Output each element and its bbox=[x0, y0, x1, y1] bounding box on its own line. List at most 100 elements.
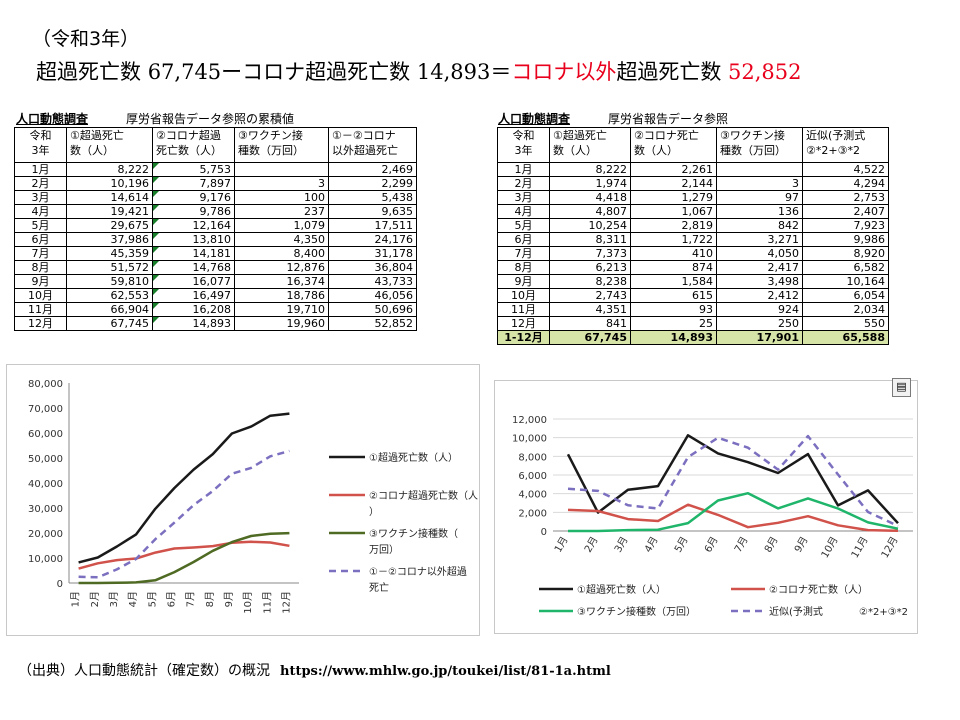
left-chart-ytick-label: 60,000 bbox=[28, 429, 63, 440]
right-table-cell: 841 bbox=[549, 316, 631, 331]
left-table-row: 11月 66,904 16,208 19,710 50,696 bbox=[14, 302, 417, 317]
left-table-cell: 8月 bbox=[14, 260, 67, 275]
right-table-row: 12月 841 25 250 550 bbox=[497, 316, 889, 331]
source-footer: （出典）人口動態統計（確定数）の概況 https://www.mhlw.go.jp… bbox=[18, 660, 611, 680]
left-table-row: 12月 67,745 14,893 19,960 52,852 bbox=[14, 316, 417, 331]
left-chart-ytick-label: 10,000 bbox=[28, 554, 63, 565]
left-chart-xtick-label: 5月 bbox=[146, 591, 158, 607]
source-url[interactable]: https://www.mhlw.go.jp/toukei/list/81-1a… bbox=[280, 664, 611, 679]
right-table-total-cell: 1-12月 bbox=[497, 330, 550, 345]
right-table-header-3: ③ワクチン接 種数（万回） bbox=[716, 127, 803, 163]
left-table-cell: 14,614 bbox=[66, 190, 153, 205]
left-table-cell: 16,208 bbox=[152, 302, 235, 317]
right-table-header-line: ②コロナ死亡 bbox=[634, 129, 699, 142]
left-chart-ytick-label: 50,000 bbox=[28, 454, 63, 465]
left-table-row: 8月 51,572 14,768 12,876 36,804 bbox=[14, 260, 417, 275]
left-table-cell: 2,299 bbox=[328, 176, 417, 191]
left-table-cell: 5,438 bbox=[328, 190, 417, 205]
left-table-cell: 10,196 bbox=[66, 176, 153, 191]
left-table-header-line: ②コロナ超過 bbox=[156, 129, 221, 142]
right-table-header-line: 種数（万回） bbox=[720, 144, 786, 157]
left-table-cell: 51,572 bbox=[66, 260, 153, 275]
right-table-cell: 2,144 bbox=[630, 176, 717, 191]
left-chart-legend-label: ） bbox=[369, 506, 379, 518]
left-table-cell: 19,710 bbox=[234, 302, 329, 317]
left-table-cell: 6月 bbox=[14, 232, 67, 247]
right-chart-ytick-label: 2,000 bbox=[518, 508, 547, 519]
left-chart-xtick-label: 1月 bbox=[70, 591, 82, 607]
right-table-row: 6月 8,311 1,722 3,271 9,986 bbox=[497, 232, 889, 247]
right-table-cell: 2,412 bbox=[716, 288, 803, 303]
right-table-cell: 7,373 bbox=[549, 246, 631, 261]
left-chart-legend-label: 万回） bbox=[369, 544, 399, 556]
left-table-cell: 4,350 bbox=[234, 232, 329, 247]
right-table-header-4: 近似(予測式 ②*2+③*2 bbox=[802, 127, 889, 163]
paste-options-icon[interactable]: ▤ bbox=[892, 378, 911, 397]
right-table-cell: 6,582 bbox=[802, 260, 889, 275]
right-table-cell: 3,498 bbox=[716, 274, 803, 289]
right-chart-series-line-1 bbox=[566, 434, 899, 525]
right-table-cell: 550 bbox=[802, 316, 889, 331]
right-table-total-cell: 65,588 bbox=[802, 330, 889, 345]
right-chart-xtick-label: 7月 bbox=[732, 535, 751, 555]
left-table-cell: 46,056 bbox=[328, 288, 417, 303]
left-table-header-2: ②コロナ超過 死亡数（人） bbox=[152, 127, 235, 163]
left-chart-legend-label: ②コロナ超過死亡数（人 bbox=[369, 489, 478, 502]
left-table-cell: 100 bbox=[234, 190, 329, 205]
headline-part1: 超過死亡数 bbox=[36, 60, 148, 84]
right-table-row: 1月 8,222 2,261 4,522 bbox=[497, 162, 889, 177]
left-data-table: 令和 3年 ①超過死亡 数（人） ②コロナ超過 死亡数（人） ③ワクチン接 種数（万回） ①－②… bbox=[14, 127, 417, 331]
left-table-cell: 14,181 bbox=[152, 246, 235, 261]
right-table-cell: 4,351 bbox=[549, 302, 631, 317]
left-table-cell: 37,986 bbox=[66, 232, 153, 247]
left-table-row: 2月 10,196 7,897 3 2,299 bbox=[14, 176, 417, 191]
left-table-cell: 36,804 bbox=[328, 260, 417, 275]
left-chart-legend-label: ①－②コロナ以外超過 bbox=[369, 565, 467, 578]
left-table-header-line: 令和 bbox=[29, 129, 52, 142]
right-chart-series-line-4 bbox=[567, 434, 899, 528]
right-table-cell: 11月 bbox=[497, 302, 550, 317]
left-table-cell: 7月 bbox=[14, 246, 67, 261]
right-table-cell: 3,271 bbox=[716, 232, 803, 247]
right-table-cell: 4月 bbox=[497, 204, 550, 219]
left-table-cell: 9,635 bbox=[328, 204, 417, 219]
right-table-cell: 5月 bbox=[497, 218, 550, 233]
left-table-cell: 2月 bbox=[14, 176, 67, 191]
right-chart-xtick-label: 11月 bbox=[849, 535, 871, 561]
left-table-row: 6月 37,986 13,810 4,350 24,176 bbox=[14, 232, 417, 247]
right-table-cell: 6,054 bbox=[802, 288, 889, 303]
right-table-header-1: ①超過死亡 数（人） bbox=[549, 127, 631, 163]
left-chart-xtick-label: 4月 bbox=[127, 591, 139, 607]
right-table-cell bbox=[716, 162, 803, 177]
left-table-cell: 11月 bbox=[14, 302, 67, 317]
right-table-header-line: ②*2+③*2 bbox=[806, 144, 860, 157]
year-label: （令和3年） bbox=[32, 28, 140, 50]
left-chart-ytick-label: 80,000 bbox=[28, 379, 63, 390]
right-chart-xtick-label: 6月 bbox=[702, 535, 721, 555]
left-chart-panel: 0 10,000 20,000 30,000 40,000 50,000 60,000 70,… bbox=[6, 364, 480, 636]
right-caption-b: 厚労省報告データ参照 bbox=[608, 112, 729, 126]
left-table-cell: 31,178 bbox=[328, 246, 417, 261]
left-table-cell: 12月 bbox=[14, 316, 67, 331]
left-table-header-line: 数（人） bbox=[70, 144, 114, 157]
right-chart-xtick-label: 5月 bbox=[672, 535, 691, 555]
left-table-header-0: 令和 3年 bbox=[14, 127, 67, 163]
left-chart-legend-label: ③ワクチン接種数（ bbox=[369, 527, 458, 540]
right-table-cell: 2,034 bbox=[802, 302, 889, 317]
left-chart-ytick-label: 70,000 bbox=[28, 404, 63, 415]
right-data-table: 令和 3年 ①超過死亡 数（人） ②コロナ死亡 数（人） ③ワクチン接 種数（万回） 近似(予測… bbox=[497, 127, 889, 345]
right-table-cell: 9,986 bbox=[802, 232, 889, 247]
left-chart-ytick-label: 0 bbox=[57, 579, 63, 590]
monthly-line-chart: 0 2,000 4,000 6,000 8,000 10,000 12,000 1月 2月 3月 4… bbox=[512, 415, 913, 618]
right-table-cell: 874 bbox=[630, 260, 717, 275]
left-table-cell: 8,222 bbox=[66, 162, 153, 177]
right-chart-legend-label: ③ワクチン接種数（万回） bbox=[577, 605, 696, 618]
right-table-cell: 93 bbox=[630, 302, 717, 317]
left-table-cell: 14,893 bbox=[152, 316, 235, 331]
right-chart-ytick-label: 12,000 bbox=[512, 415, 547, 426]
right-table-cell: 7,923 bbox=[802, 218, 889, 233]
right-table-row: 3月 4,418 1,279 97 2,753 bbox=[497, 190, 889, 205]
left-chart-ytick-label: 30,000 bbox=[28, 504, 63, 515]
left-table-cell: 9,176 bbox=[152, 190, 235, 205]
left-chart-xtick-label: 7月 bbox=[185, 591, 197, 607]
